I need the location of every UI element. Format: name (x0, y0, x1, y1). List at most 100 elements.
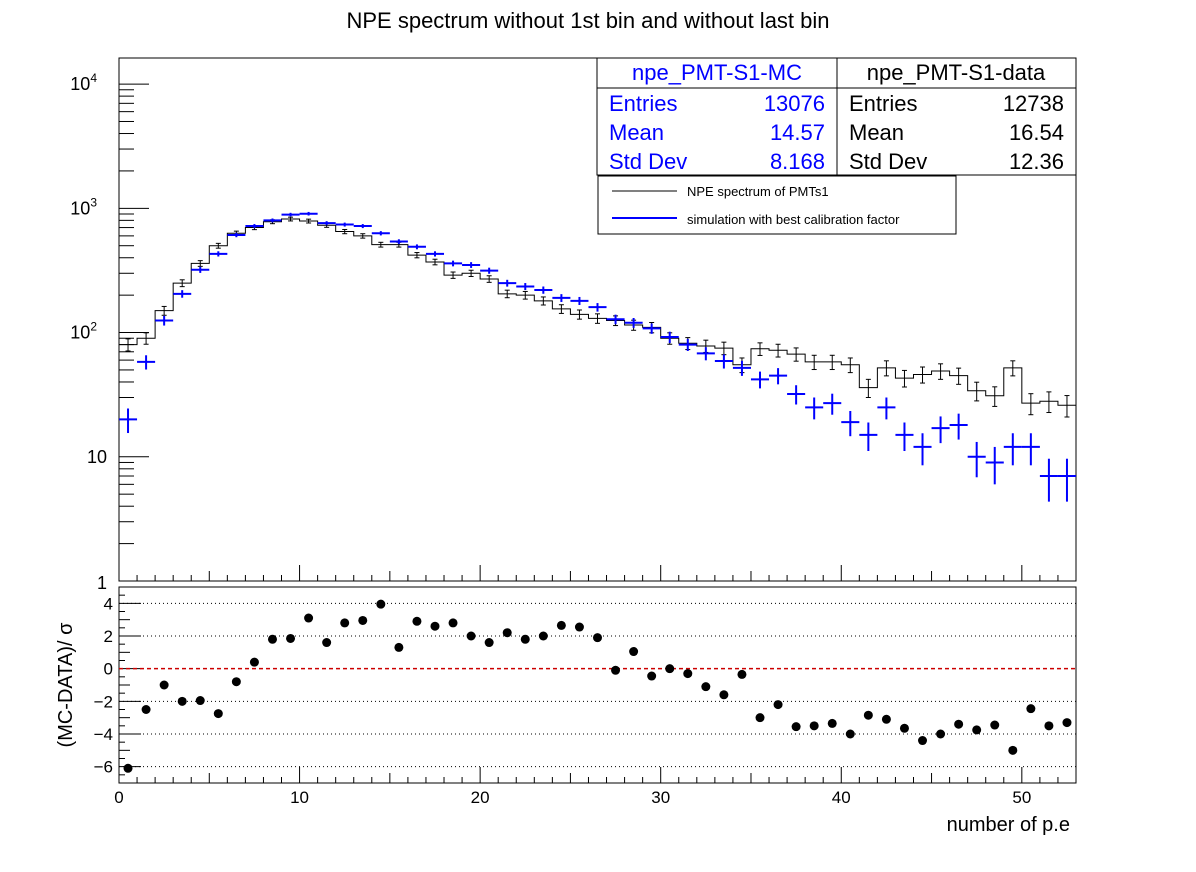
ratio-point (231, 677, 241, 687)
y-tick-label: 10 (87, 447, 107, 467)
x-tick-label: 20 (471, 788, 490, 807)
ratio-point (123, 763, 133, 773)
x-tick-label: 40 (832, 788, 851, 807)
ratio-point (936, 729, 946, 739)
lower-x-axis: 0 10 20 30 40 50 (114, 767, 1077, 807)
ratio-point (845, 729, 855, 739)
data-histogram-line (118, 218, 1076, 581)
ratio-point (719, 690, 729, 700)
ratio-point (1026, 704, 1036, 714)
lower-grid (119, 602, 1076, 768)
y-tick-label: 102 (70, 320, 97, 343)
ratio-point (918, 736, 928, 746)
ratio-point (827, 718, 837, 728)
legend-data-label: NPE spectrum of PMTs1 (687, 184, 829, 199)
ratio-point (1008, 745, 1018, 755)
ratio-point (809, 721, 819, 731)
ratio-point (322, 638, 332, 648)
y-tick-label: 4 (104, 594, 113, 613)
y-tick-label: 104 (70, 71, 97, 94)
ratio-point (647, 671, 657, 681)
stats-box-mc: npe_PMT-S1-MC Entries 13076 Mean 14.57 S… (596, 57, 838, 176)
ratio-point (412, 616, 422, 626)
ratio-points (123, 599, 1072, 773)
ratio-point (629, 647, 639, 657)
x-tick-label: 10 (290, 788, 309, 807)
ratio-point (683, 669, 693, 679)
ratio-point (484, 638, 494, 648)
ratio-point (213, 709, 223, 719)
ratio-point (286, 633, 296, 643)
mc-points (119, 211, 1076, 502)
ratio-point (376, 599, 386, 609)
ratio-point (665, 664, 675, 674)
upper-x-axis (118, 565, 1077, 581)
ratio-point (358, 615, 368, 625)
ratio-point (520, 634, 530, 644)
chart-title: NPE spectrum without 1st bin and without… (346, 8, 829, 33)
data-histogram (118, 216, 1076, 581)
y-tick-label: 103 (70, 195, 97, 218)
ratio-point (538, 631, 548, 641)
ratio-point (972, 725, 982, 735)
y-tick-label: 2 (104, 627, 113, 646)
stats-data-entries-label: Entries (849, 91, 917, 116)
x-tick-label: 30 (651, 788, 670, 807)
ratio-point (737, 669, 747, 679)
ratio-point (159, 680, 169, 690)
ratio-point (448, 618, 458, 628)
lower-plot-frame (118, 586, 1077, 784)
ratio-point (611, 665, 621, 675)
lower-y-axis-label: (MC-DATA)/ σ (55, 622, 77, 748)
ratio-point (881, 714, 891, 724)
ratio-point (755, 713, 765, 723)
ratio-point (177, 696, 187, 706)
y-tick-label: 1 (97, 573, 107, 593)
y-tick-label: −2 (94, 692, 113, 711)
ratio-point (990, 720, 1000, 730)
y-tick-label: 0 (104, 660, 113, 679)
stats-mc-mean-value: 14.57 (770, 120, 825, 145)
y-tick-label: −4 (94, 725, 113, 744)
stats-mc-std-value: 8.168 (770, 149, 825, 174)
stats-mc-name: npe_PMT-S1-MC (632, 60, 802, 85)
legend-mc-label: simulation with best calibration factor (687, 212, 900, 227)
stats-data-std-value: 12.36 (1009, 149, 1064, 174)
x-tick-label: 50 (1012, 788, 1031, 807)
ratio-point (773, 700, 783, 710)
ratio-point (430, 621, 440, 631)
stats-data-entries-value: 12738 (1003, 91, 1064, 116)
ratio-point (954, 719, 964, 729)
stats-data-std-label: Std Dev (849, 149, 927, 174)
ratio-point (574, 622, 584, 632)
ratio-point (340, 618, 350, 628)
stats-data-name: npe_PMT-S1-data (867, 60, 1046, 85)
stats-box-data: npe_PMT-S1-data Entries 12738 Mean 16.54… (836, 57, 1077, 176)
ratio-point (267, 634, 277, 644)
ratio-point (593, 633, 602, 643)
stats-data-mean-value: 16.54 (1009, 120, 1064, 145)
ratio-point (394, 642, 404, 652)
ratio-point (556, 620, 566, 630)
ratio-point (304, 613, 314, 623)
ratio-point (466, 631, 476, 641)
ratio-point (899, 723, 909, 733)
ratio-point (863, 710, 873, 720)
stats-data-mean-label: Mean (849, 120, 904, 145)
ratio-point (249, 657, 259, 667)
ratio-point (701, 682, 711, 692)
stats-mc-entries-label: Entries (609, 91, 677, 116)
ratio-point (195, 696, 205, 706)
upper-y-axis: 1 10 102 103 104 (70, 71, 149, 593)
ratio-point (1044, 721, 1054, 731)
stats-mc-std-label: Std Dev (609, 149, 687, 174)
ratio-point (1062, 718, 1072, 728)
ratio-point (502, 628, 512, 638)
stats-mc-mean-label: Mean (609, 120, 664, 145)
x-axis-label: number of p.e (947, 814, 1070, 836)
ratio-point (791, 722, 801, 732)
y-tick-label: −6 (94, 758, 113, 777)
stats-mc-entries-value: 13076 (764, 91, 825, 116)
ratio-point (141, 705, 151, 714)
